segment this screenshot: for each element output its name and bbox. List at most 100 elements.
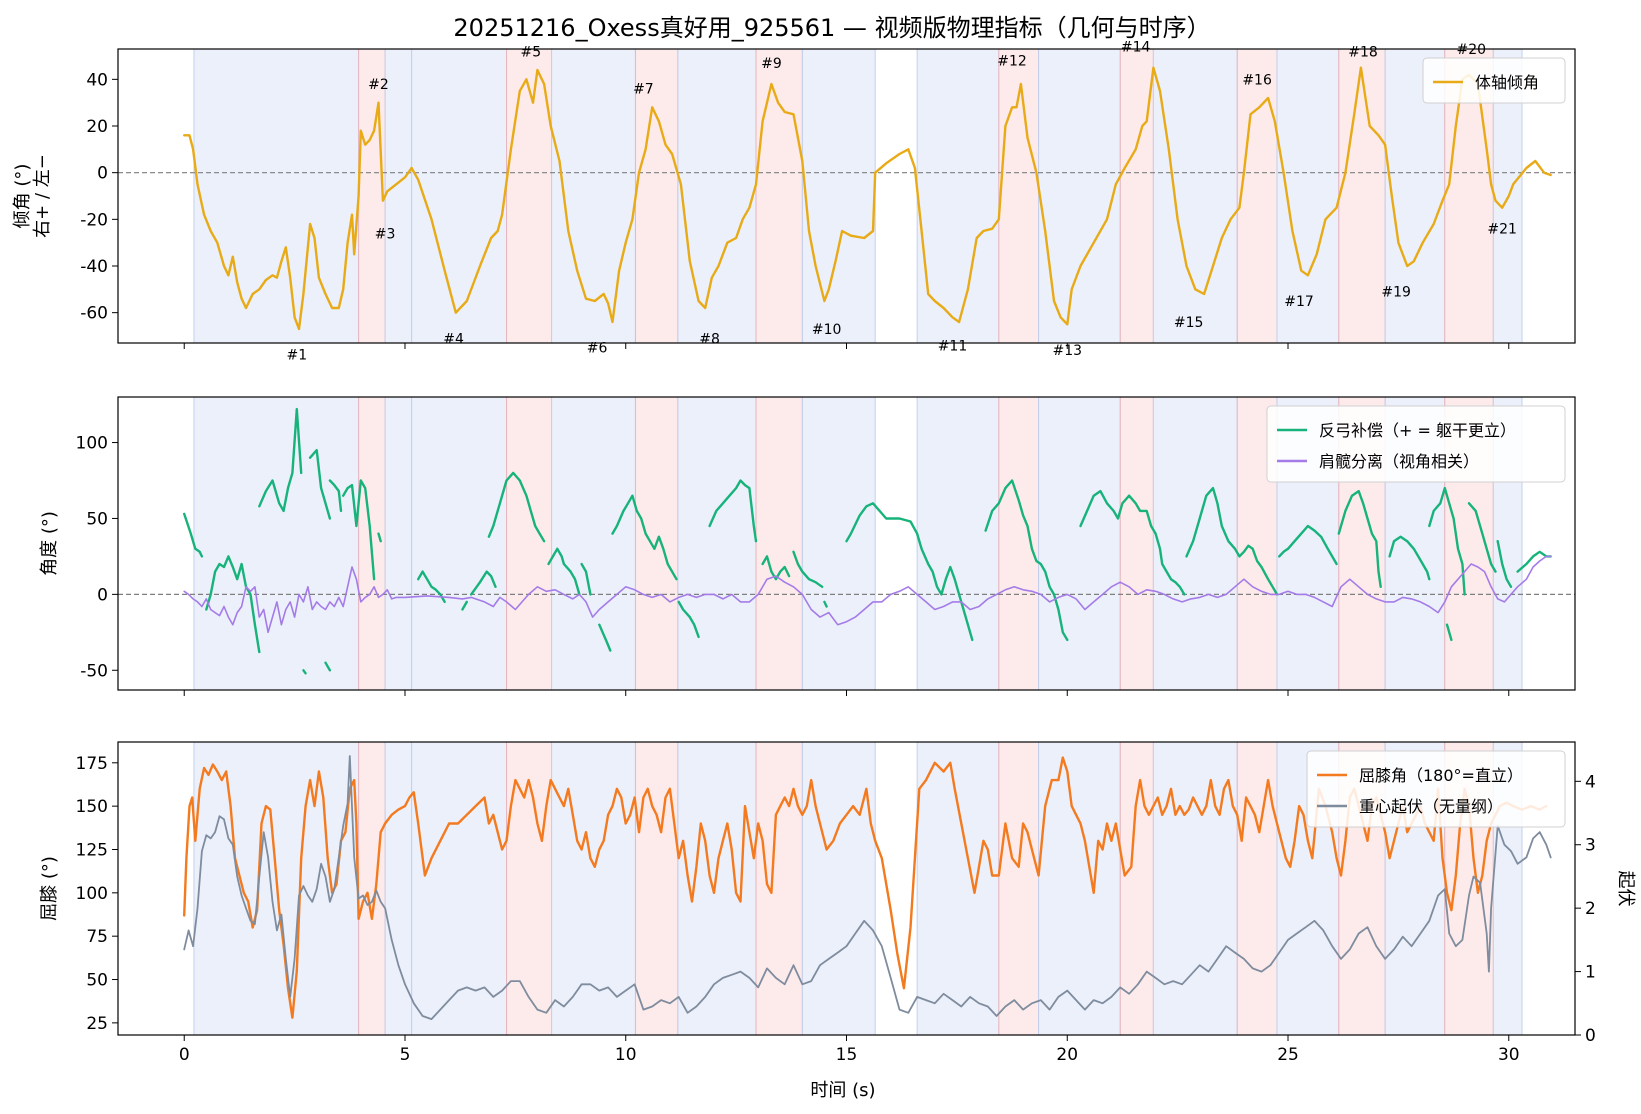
series-line <box>1388 535 1431 581</box>
y-axis-label: 倾角 (°) <box>12 164 33 229</box>
series-line <box>302 669 307 675</box>
legend-box <box>1306 750 1566 828</box>
y-tick-label: 125 <box>76 840 108 860</box>
segment-band <box>802 397 876 690</box>
segment-band <box>635 49 678 343</box>
y-tick-label: 100 <box>76 434 108 454</box>
segment-band <box>1038 397 1121 690</box>
x-tick-label: 30 <box>1498 1045 1520 1065</box>
y-axis-label: 角度 (°) <box>39 511 60 576</box>
chart-title: 20251216_Oxess真好用_925561 — 视频版物理指标（几何与时序… <box>453 14 1210 42</box>
segment-label: #3 <box>375 226 396 242</box>
segment-label: #1 <box>286 348 307 364</box>
y-tick-label: 20 <box>86 117 108 137</box>
series-line <box>183 555 1552 634</box>
segment-band <box>635 742 678 1035</box>
y-axis-label: 右+ / 左− <box>32 154 53 238</box>
y-tick-label: 75 <box>86 927 108 947</box>
segment-label: #8 <box>699 331 720 347</box>
series-line <box>1496 540 1513 588</box>
y-tick-label: -60 <box>80 304 108 324</box>
plot-area <box>118 397 1575 690</box>
segment-band <box>802 49 876 343</box>
segment-label: #2 <box>368 77 389 93</box>
series-line <box>308 448 332 520</box>
legend-box <box>1266 405 1566 483</box>
y-tick-label: 50 <box>86 509 108 529</box>
segment-band <box>1338 49 1386 343</box>
segment-band <box>1038 742 1121 1035</box>
x-axis-label: 时间 (s) <box>810 1080 875 1101</box>
series-line <box>205 555 261 654</box>
segment-band <box>1038 49 1121 343</box>
segment-band <box>755 397 803 690</box>
segment-band <box>1237 49 1277 343</box>
y-tick-label: 25 <box>86 1014 108 1034</box>
series-line <box>1079 489 1186 596</box>
series-line <box>580 562 592 596</box>
segment-band <box>358 742 386 1035</box>
segment-band <box>551 49 636 343</box>
segment-band <box>802 742 876 1035</box>
series-line <box>1337 489 1382 588</box>
segment-label: #5 <box>520 44 541 60</box>
series-line <box>611 494 678 581</box>
segment-band <box>998 397 1039 690</box>
legend-label: 肩髋分离（视角相关） <box>1319 452 1479 471</box>
y-tick-label: 0 <box>97 585 108 605</box>
segment-band <box>917 49 999 343</box>
knee-panel: 0 5 10 15 20 25 30 25 50 75 100 125 150 175 0 1 2 3 4 起伏 屈膝 … <box>39 741 1636 1065</box>
segment-label: #21 <box>1487 222 1517 238</box>
segment-band <box>1153 49 1238 343</box>
y2-tick-label: 4 <box>1585 772 1596 792</box>
series-line <box>1428 486 1466 596</box>
segment-band <box>358 49 386 343</box>
series-line <box>708 479 758 543</box>
series-line <box>598 623 612 652</box>
series-line <box>1185 486 1279 596</box>
segment-band <box>551 742 636 1035</box>
segment-label: #11 <box>938 338 968 354</box>
series-line <box>342 479 376 581</box>
segment-label: #13 <box>1052 343 1082 359</box>
series-line <box>1467 502 1497 573</box>
y-tick-label: 100 <box>76 884 108 904</box>
plot-area <box>118 49 1575 343</box>
y2-tick-label: 2 <box>1585 899 1596 919</box>
y2-tick-label: 1 <box>1585 963 1596 983</box>
segment-band <box>998 742 1039 1035</box>
y-tick-label: 50 <box>86 971 108 991</box>
segment-band <box>917 742 999 1035</box>
series-line <box>328 479 343 513</box>
segment-band <box>193 397 359 690</box>
segment-band <box>677 397 756 690</box>
legend-box <box>1422 57 1566 104</box>
segment-band <box>917 397 999 690</box>
series-line <box>1278 524 1338 566</box>
segment-band <box>506 397 552 690</box>
series-line <box>258 407 303 513</box>
segment-band <box>1120 397 1154 690</box>
segment-label: #7 <box>633 82 654 98</box>
series-line <box>761 555 791 581</box>
series-line <box>1516 550 1552 573</box>
segment-label: #6 <box>587 341 608 357</box>
segment-label: #17 <box>1284 294 1314 310</box>
series-line <box>547 547 581 596</box>
series-line <box>823 600 828 608</box>
series-line <box>417 570 446 604</box>
series-line <box>792 550 824 588</box>
segment-label: #15 <box>1174 315 1204 331</box>
y2-tick-label: 0 <box>1585 1026 1596 1046</box>
series-line <box>487 471 546 543</box>
segment-label: #16 <box>1242 72 1272 88</box>
segment-band <box>755 742 803 1035</box>
y2-tick-label: 3 <box>1585 836 1596 856</box>
series-line <box>183 512 204 558</box>
segment-band <box>385 49 412 343</box>
series-line <box>845 502 974 642</box>
segment-band <box>193 49 359 343</box>
series-line <box>183 756 1548 1019</box>
x-tick-label: 10 <box>615 1045 637 1065</box>
